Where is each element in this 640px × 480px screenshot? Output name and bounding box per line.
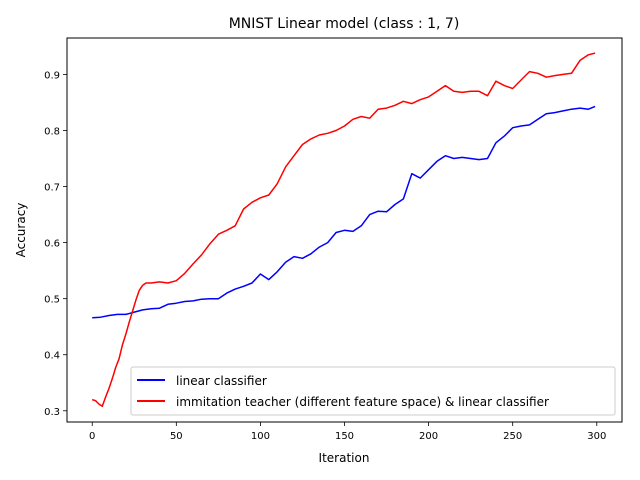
y-tick-label: 0.9: [44, 70, 60, 81]
x-tick-label: 100: [251, 431, 270, 442]
x-tick-label: 150: [335, 431, 354, 442]
series-line-1: [91, 52, 596, 408]
y-tick-label: 0.4: [44, 351, 60, 362]
y-tick-label: 0.7: [44, 183, 60, 194]
chart-title: MNIST Linear model (class : 1, 7): [229, 16, 460, 32]
plot-area: [91, 52, 596, 408]
x-tick-label: 0: [89, 431, 95, 442]
x-tick-label: 250: [503, 431, 522, 442]
x-axis: 0 50 100 150 200 250 300: [89, 422, 606, 442]
y-tick-label: 0.6: [44, 239, 60, 250]
legend-box: [130, 366, 616, 416]
x-tick-label: 200: [419, 431, 438, 442]
y-axis: 0.3 0.4 0.5 0.6 0.7 0.8 0.9: [44, 70, 67, 418]
series-line-0: [92, 105, 596, 319]
y-axis-label: Accuracy: [14, 203, 28, 258]
y-tick-label: 0.5: [44, 295, 60, 306]
x-tick-label: 50: [170, 431, 183, 442]
x-axis-label: Iteration: [319, 451, 370, 465]
legend: linear classifier immitation teacher (di…: [130, 366, 616, 416]
legend-label-linear-classifier: linear classifier: [176, 374, 267, 388]
x-tick-label: 300: [587, 431, 606, 442]
y-tick-label: 0.3: [44, 407, 60, 418]
y-tick-label: 0.8: [44, 126, 60, 137]
legend-label-immitation-teacher: immitation teacher (different feature sp…: [176, 395, 549, 409]
